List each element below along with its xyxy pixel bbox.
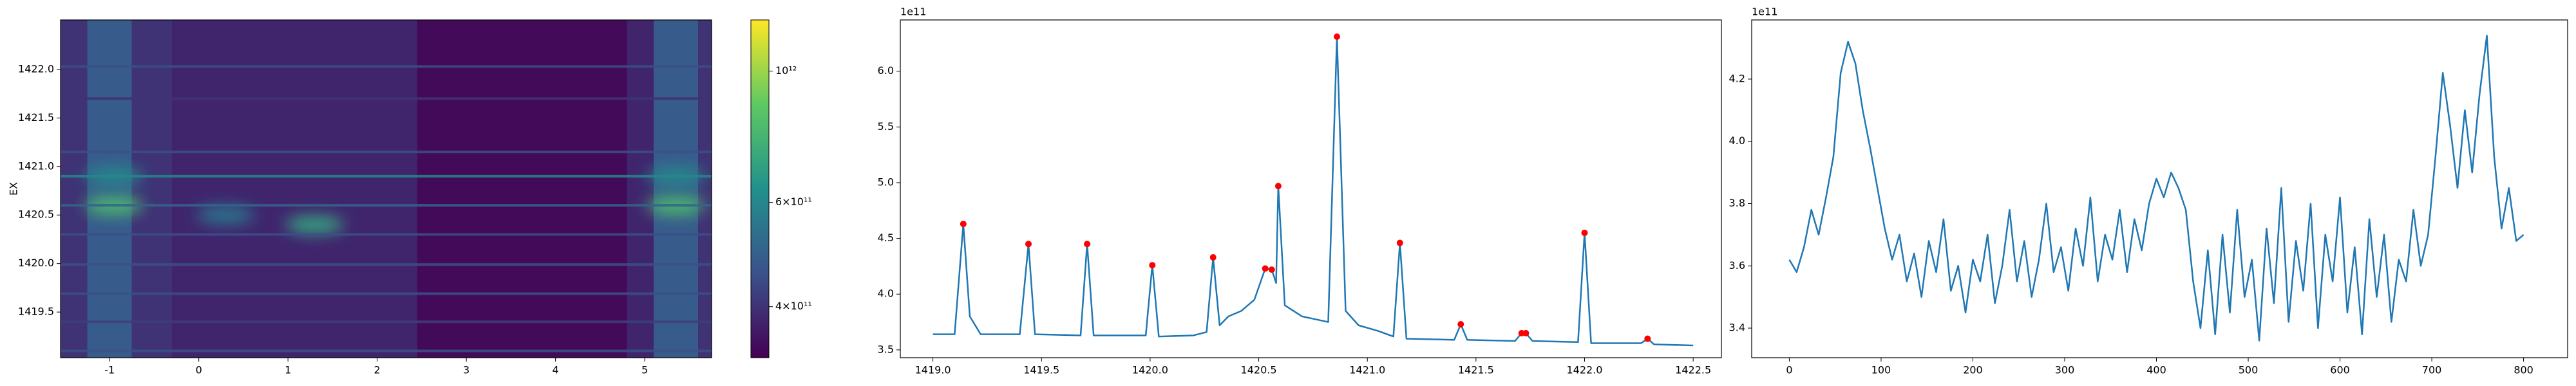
- y-tick-label: 1422.0: [18, 62, 54, 75]
- x-tick-label: 0: [1786, 364, 1792, 376]
- y-axis-label: EX: [8, 182, 20, 196]
- axes-frame: [900, 19, 1722, 358]
- colorbar-tick-label: 6×10¹¹: [775, 196, 812, 208]
- peak-marker: [1396, 239, 1403, 246]
- heatmap-row: [61, 151, 712, 154]
- y-tick-label: 5.0: [878, 176, 894, 188]
- heatmap-column: [653, 20, 699, 358]
- peak-marker: [960, 221, 967, 228]
- y-tick-label: 1421.0: [18, 160, 54, 172]
- peak-marker: [1457, 321, 1464, 328]
- heatmap-row: [61, 97, 712, 100]
- x-tick-label: 200: [1963, 364, 1983, 376]
- y-tick-label: 4.5: [878, 232, 894, 244]
- y-tick-label: 1420.0: [18, 257, 54, 269]
- x-tick-label: 400: [2146, 364, 2166, 376]
- heatmap-row: [61, 204, 712, 207]
- x-tick-label: 300: [2055, 364, 2075, 376]
- y-tick-label: 1420.5: [18, 208, 54, 221]
- y-tick-label: 3.4: [1729, 322, 1745, 334]
- x-tick-label: -1: [104, 364, 115, 376]
- x-tick-label: 1419.0: [915, 364, 951, 376]
- peak-marker: [1644, 335, 1651, 342]
- x-tick-label: 4: [553, 364, 559, 376]
- peak-marker: [1333, 33, 1340, 40]
- x-tick-label: 1421.0: [1349, 364, 1385, 376]
- heatmap-row: [61, 320, 712, 324]
- y-tick-label: 3.6: [1729, 259, 1745, 271]
- heatmap-column: [131, 20, 173, 358]
- x-tick-label: 500: [2239, 364, 2259, 376]
- peak-marker: [1522, 329, 1530, 336]
- heatmap-row: [61, 349, 712, 353]
- x-tick-label: 1422.0: [1567, 364, 1603, 376]
- y-tick-label: 3.8: [1729, 197, 1745, 209]
- heatmap-row: [61, 174, 712, 178]
- axes-frame: [1751, 19, 2568, 358]
- heatmap-column: [87, 20, 132, 358]
- peak-marker: [1084, 241, 1091, 248]
- y-tick-label: 1419.5: [18, 306, 54, 318]
- colorbar: [750, 19, 770, 358]
- y-tick-label: 4.2: [1729, 72, 1745, 84]
- x-tick-label: 2: [374, 364, 381, 376]
- heatmap-column: [417, 20, 627, 358]
- x-tick-label: 1420.0: [1132, 364, 1168, 376]
- heatmap-column: [698, 20, 712, 358]
- data-line: [1788, 34, 2524, 342]
- heatmap-column: [61, 20, 88, 358]
- offset-label: 1e11: [900, 6, 926, 18]
- heatmap-column: [172, 20, 417, 358]
- x-tick-label: 600: [2330, 364, 2350, 376]
- y-tick-label: 6.0: [878, 64, 894, 77]
- heatmap-row: [61, 292, 712, 295]
- y-tick-label: 5.5: [878, 120, 894, 133]
- x-tick-label: 700: [2422, 364, 2442, 376]
- heatmap-row: [61, 263, 712, 266]
- peak-marker: [1149, 262, 1156, 269]
- peak-marker: [1581, 229, 1588, 236]
- axes-frame: [60, 19, 712, 358]
- offset-label: 1e11: [1752, 6, 1777, 18]
- peak-marker: [1274, 183, 1282, 190]
- heatmap-column: [627, 20, 654, 358]
- x-tick-label: 800: [2514, 364, 2533, 376]
- x-tick-label: 1422.5: [1675, 364, 1711, 376]
- heatmap: [61, 20, 712, 358]
- peak-marker: [1268, 266, 1275, 273]
- x-tick-label: 100: [1871, 364, 1891, 376]
- y-tick-label: 4.0: [878, 288, 894, 300]
- x-tick-label: 0: [196, 364, 202, 376]
- x-tick-label: 5: [641, 364, 648, 376]
- heatmap-blob: [285, 216, 344, 234]
- heatmap-row: [61, 233, 712, 236]
- peak-marker: [1025, 241, 1032, 248]
- y-tick-label: 4.0: [1729, 134, 1745, 147]
- y-tick-label: 3.5: [878, 343, 894, 355]
- heatmap-row: [61, 65, 712, 68]
- colorbar-tick-label: 10¹²: [775, 64, 797, 77]
- x-tick-label: 3: [463, 364, 469, 376]
- x-tick-label: 1421.5: [1458, 364, 1494, 376]
- heatmap-blob: [196, 206, 255, 225]
- x-tick-label: 1: [285, 364, 291, 376]
- x-tick-label: 1419.5: [1023, 364, 1059, 376]
- peak-marker: [1262, 265, 1269, 272]
- peak-marker: [1209, 254, 1217, 261]
- colorbar-tick-label: 4×10¹¹: [775, 300, 812, 312]
- x-tick-label: 1420.5: [1241, 364, 1277, 376]
- y-tick-label: 1421.5: [18, 111, 54, 124]
